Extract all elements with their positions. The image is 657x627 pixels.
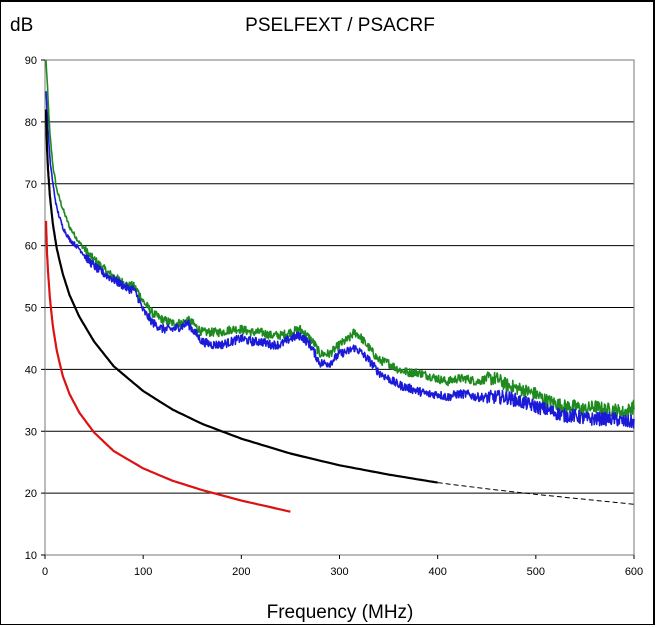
y-tick-label-40: 40 (25, 364, 37, 376)
x-tick-label-0: 0 (42, 566, 48, 578)
series-line-3 (437, 482, 635, 505)
y-tick-label-10: 10 (25, 550, 37, 562)
y-axis-unit-label: dB (10, 15, 33, 36)
x-tick-label-600: 600 (625, 566, 643, 578)
y-tick-label-30: 30 (25, 426, 37, 438)
x-tick-label-100: 100 (134, 566, 152, 578)
y-tick-label-20: 20 (25, 488, 37, 500)
x-tick-label-300: 300 (330, 566, 348, 578)
series-line-1 (45, 91, 635, 429)
x-tick-label-400: 400 (428, 566, 446, 578)
x-tick-label-500: 500 (527, 566, 545, 578)
y-tick-label-60: 60 (25, 241, 37, 253)
series-line-4 (44, 220, 291, 513)
y-tick-label-70: 70 (25, 179, 37, 191)
y-tick-label-90: 90 (25, 55, 37, 67)
plot-area: 10 20 30 40 50 60 70 80 90 0 100 200 300 400 500 600 (25, 55, 643, 578)
y-tick-label-50: 50 (25, 303, 37, 315)
x-tick-label-200: 200 (232, 566, 250, 578)
series-line-2 (44, 109, 438, 484)
series-line-0 (45, 59, 635, 419)
chart-title: PSELFEXT / PSACRF (245, 15, 435, 36)
y-tick-label-80: 80 (25, 117, 37, 129)
x-axis-label: Frequency (MHz) (267, 602, 414, 623)
